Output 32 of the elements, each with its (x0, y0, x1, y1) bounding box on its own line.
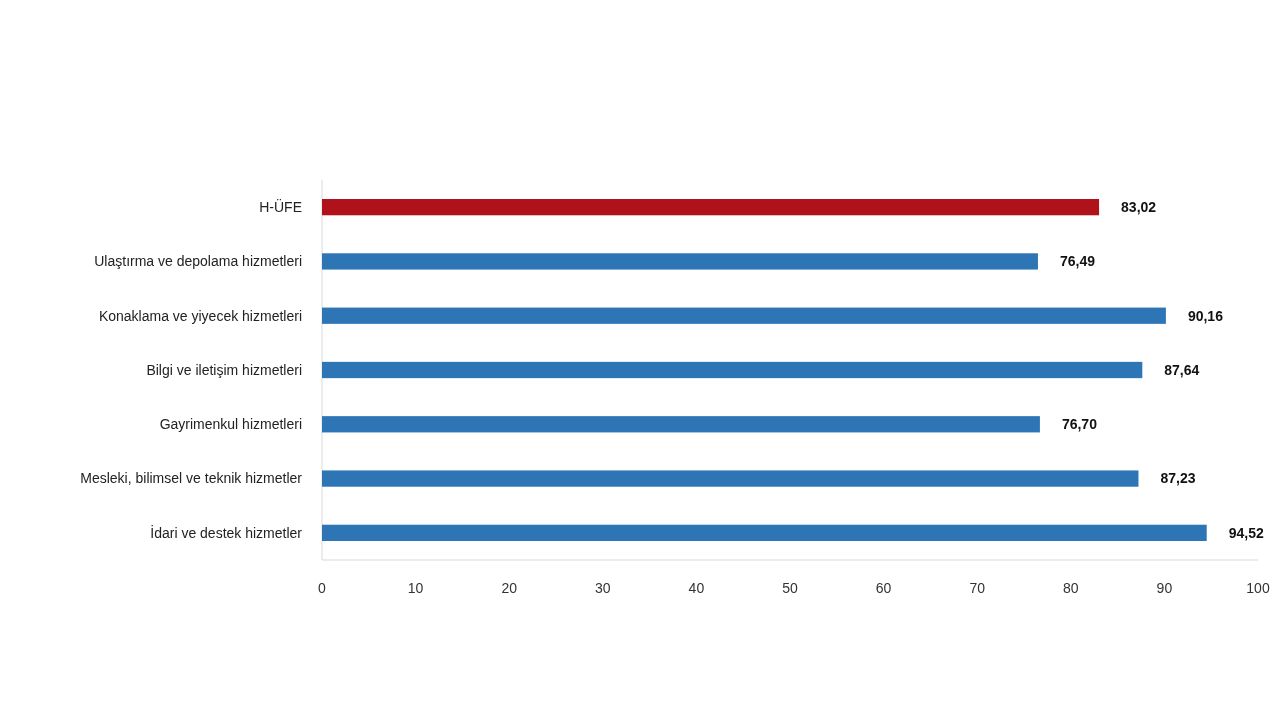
bar (322, 199, 1100, 216)
bar (322, 361, 1143, 379)
data-label: 76,49 (1059, 253, 1096, 270)
y-tick-label: Konaklama ve yiyecek hizmetleri (98, 307, 302, 324)
x-tick-label: 20 (501, 580, 518, 596)
x-tick-label: 100 (1246, 580, 1270, 596)
x-tick-label: 60 (875, 580, 892, 596)
x-tick-label: 90 (1156, 580, 1173, 596)
data-label: 76,70 (1061, 416, 1098, 433)
data-label: 87,23 (1160, 470, 1196, 487)
bar (322, 307, 1166, 324)
bar (322, 524, 1207, 541)
data-label: 87,64 (1164, 361, 1200, 378)
x-tick-label: 30 (595, 580, 611, 596)
x-tick-label: 40 (688, 580, 705, 596)
x-tick-label: 80 (1063, 580, 1079, 596)
data-label: 94,52 (1228, 524, 1264, 541)
x-tick-label: 70 (969, 580, 986, 596)
x-tick-label: 0 (318, 580, 327, 596)
data-label: 90,16 (1187, 307, 1224, 324)
bar (322, 416, 1040, 433)
y-tick-label: İdari ve destek hizmetler (150, 523, 303, 541)
x-tick-label: 50 (782, 580, 798, 596)
y-tick-label: Bilgi ve iletişim hizmetleri (146, 361, 302, 378)
y-tick-label: Mesleki, bilimsel ve teknik hizmetler (80, 470, 303, 487)
data-label: 83,02 (1121, 199, 1157, 216)
x-tick-label: 10 (407, 580, 424, 596)
bar (322, 470, 1139, 487)
y-tick-label: Ulaştırma ve depolama hizmetleri (94, 253, 302, 270)
y-tick-label: H-ÜFE (259, 198, 302, 216)
bar (322, 253, 1038, 270)
y-tick-label: Gayrimenkul hizmetleri (159, 416, 302, 433)
